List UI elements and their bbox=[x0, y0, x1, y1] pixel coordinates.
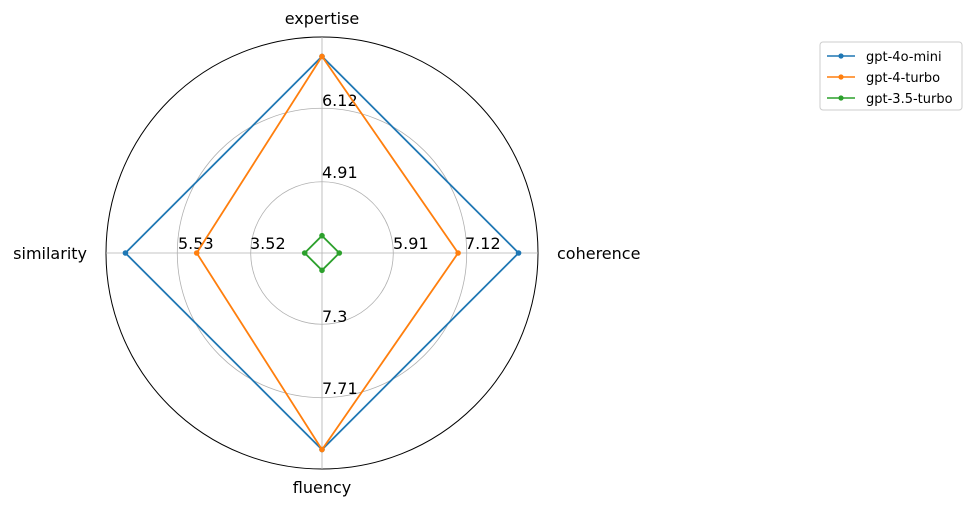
axis-label-expertise: expertise bbox=[285, 9, 360, 28]
data-point-gpt-3.5-turbo-coherence bbox=[336, 250, 343, 256]
tick-label-expertise-inner: 4.91 bbox=[322, 163, 358, 182]
data-point-gpt-4o-mini-coherence bbox=[515, 250, 522, 256]
axis-label-similarity: similarity bbox=[13, 244, 87, 263]
legend-label-gpt-4o-mini: gpt-4o-mini bbox=[866, 50, 942, 65]
tick-labels: 4.91 6.12 5.91 7.12 7.3 7.71 3.52 5.53 bbox=[178, 91, 501, 398]
tick-label-coherence-inner: 5.91 bbox=[393, 234, 429, 253]
data-point-gpt-4-turbo-coherence bbox=[455, 250, 461, 256]
tick-label-similarity-inner: 3.52 bbox=[250, 234, 286, 253]
grid-layer bbox=[105, 36, 539, 470]
data-point-gpt-4o-mini-similarity bbox=[122, 250, 129, 256]
data-point-gpt-3.5-turbo-similarity bbox=[301, 250, 308, 256]
data-point-gpt-3.5-turbo-fluency bbox=[319, 267, 325, 274]
tick-label-coherence-outer: 7.12 bbox=[465, 234, 501, 253]
legend: gpt-4o-mini gpt-4-turbo gpt-3.5-turbo bbox=[819, 41, 963, 111]
tick-label-fluency-inner: 7.3 bbox=[322, 307, 347, 326]
data-point-gpt-4-turbo-similarity bbox=[193, 250, 200, 256]
data-point-gpt-3.5-turbo-expertise bbox=[319, 232, 325, 239]
legend-marker-gpt-4-turbo bbox=[838, 74, 844, 80]
series-layer bbox=[122, 53, 522, 453]
legend-label-gpt-3.5-turbo: gpt-3.5-turbo bbox=[866, 92, 953, 107]
tick-label-fluency-outer: 7.71 bbox=[322, 379, 358, 398]
axis-labels: expertise coherence fluency similarity bbox=[13, 9, 640, 497]
axis-label-fluency: fluency bbox=[293, 478, 351, 497]
data-point-gpt-4-turbo-fluency bbox=[319, 446, 325, 453]
legend-frame bbox=[819, 41, 963, 111]
axis-label-coherence: coherence bbox=[557, 244, 640, 263]
legend-label-gpt-4-turbo: gpt-4-turbo bbox=[866, 71, 940, 86]
legend-marker-gpt-3.5-turbo bbox=[838, 95, 844, 101]
legend-marker-gpt-4o-mini bbox=[838, 53, 844, 59]
data-point-gpt-4-turbo-expertise bbox=[319, 53, 325, 60]
tick-label-similarity-outer: 5.53 bbox=[178, 234, 214, 253]
